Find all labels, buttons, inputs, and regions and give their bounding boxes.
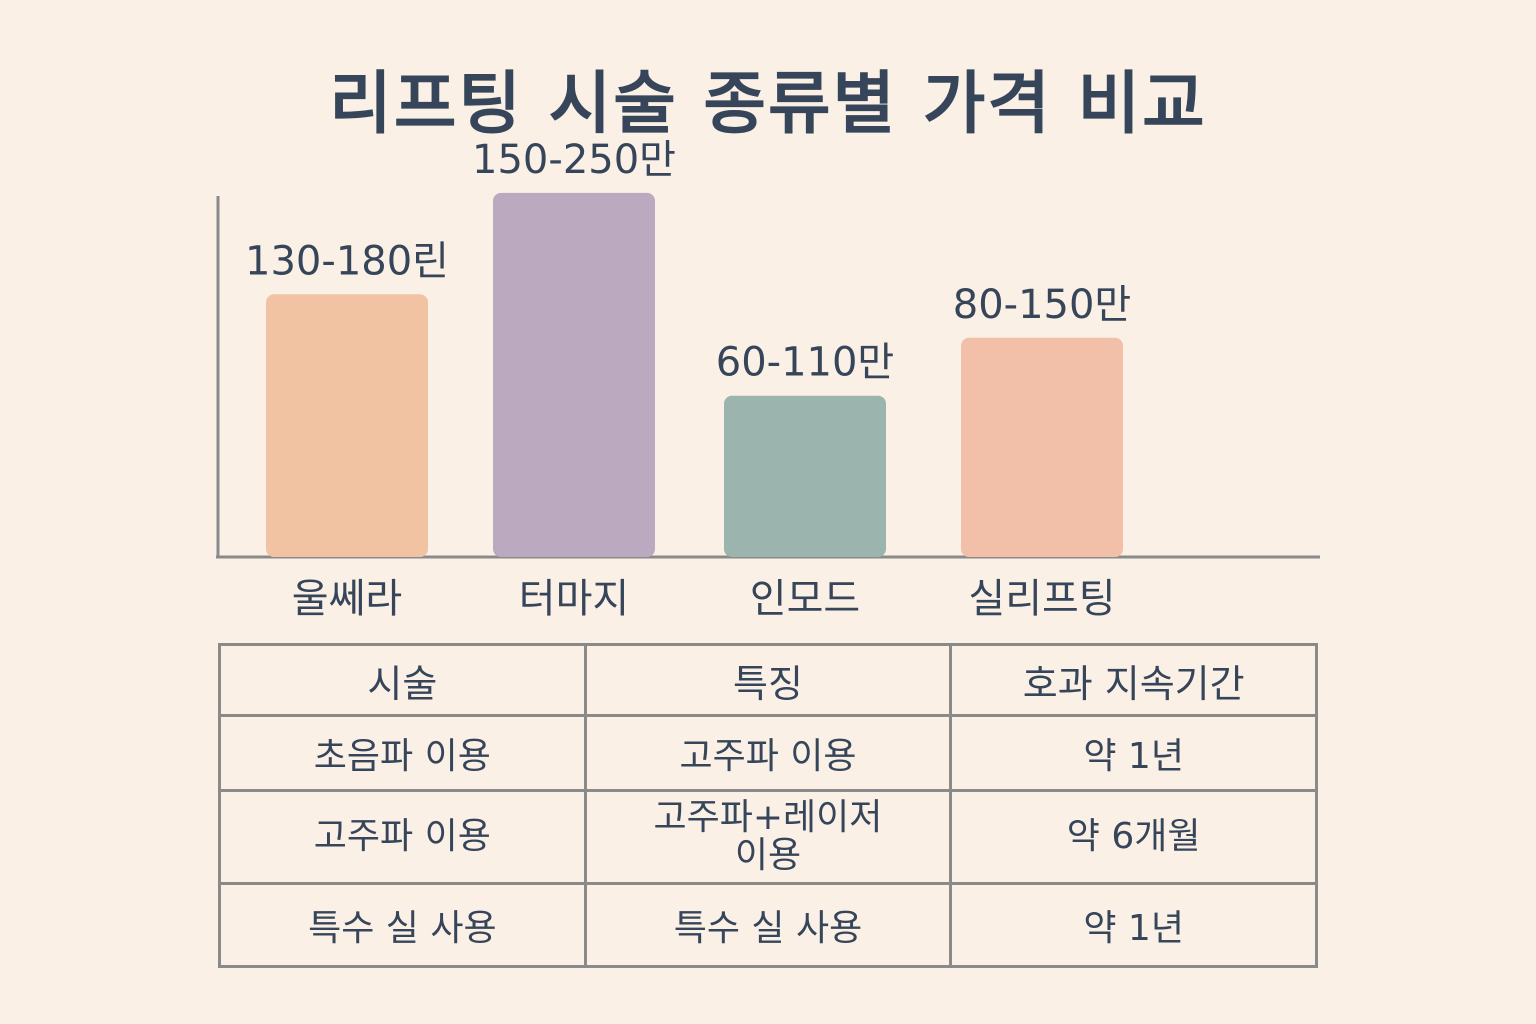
table-row: 초음파 이용 고주파 이용 약 1년 <box>218 714 1318 792</box>
bar-value-label: 150-250만 <box>472 137 676 183</box>
table-cell: 고주파 이용 <box>583 714 953 792</box>
comparison-table: 시술 특징 호과 지속기간 초음파 이용 고주파 이용 약 1년 고주파 이용 … <box>218 643 1318 968</box>
category-label: 인모드 <box>750 576 860 622</box>
table-cell: 특수 실 사용 <box>583 882 953 968</box>
category-label: 울쎄라 <box>292 576 402 622</box>
category-label: 터마지 <box>519 576 629 622</box>
table-header-row: 시술 특징 호과 지속기간 <box>218 643 1318 717</box>
bar-1 <box>266 294 428 557</box>
table-cell: 초음파 이용 <box>218 714 587 792</box>
chart-title: 리프팅 시술 종류별 가격 비교 <box>329 65 1207 144</box>
table-row: 특수 실 사용 특수 실 사용 약 1년 <box>218 882 1318 968</box>
bar-2 <box>493 192 655 557</box>
table-cell: 고주파+레이저 이용 <box>583 789 953 885</box>
bar-3 <box>724 395 886 557</box>
table-cell: 고주파 이용 <box>218 789 587 885</box>
table-cell: 약 1년 <box>949 882 1318 968</box>
bar-value-label: 130-180린 <box>245 238 449 284</box>
header-procedure: 시술 <box>218 643 587 717</box>
table-cell: 약 6개월 <box>949 789 1318 885</box>
bar-4 <box>961 337 1123 557</box>
header-duration: 호과 지속기간 <box>949 643 1318 717</box>
header-feature: 특징 <box>583 643 953 717</box>
table-row: 고주파 이용 고주파+레이저 이용 약 6개월 <box>218 789 1318 885</box>
bar-value-label: 60-110만 <box>716 340 894 386</box>
bar-value-label: 80-150만 <box>953 282 1131 328</box>
table-cell: 특수 실 사용 <box>218 882 587 968</box>
table-cell: 약 1년 <box>949 714 1318 792</box>
category-label: 실리프팅 <box>968 576 1115 622</box>
